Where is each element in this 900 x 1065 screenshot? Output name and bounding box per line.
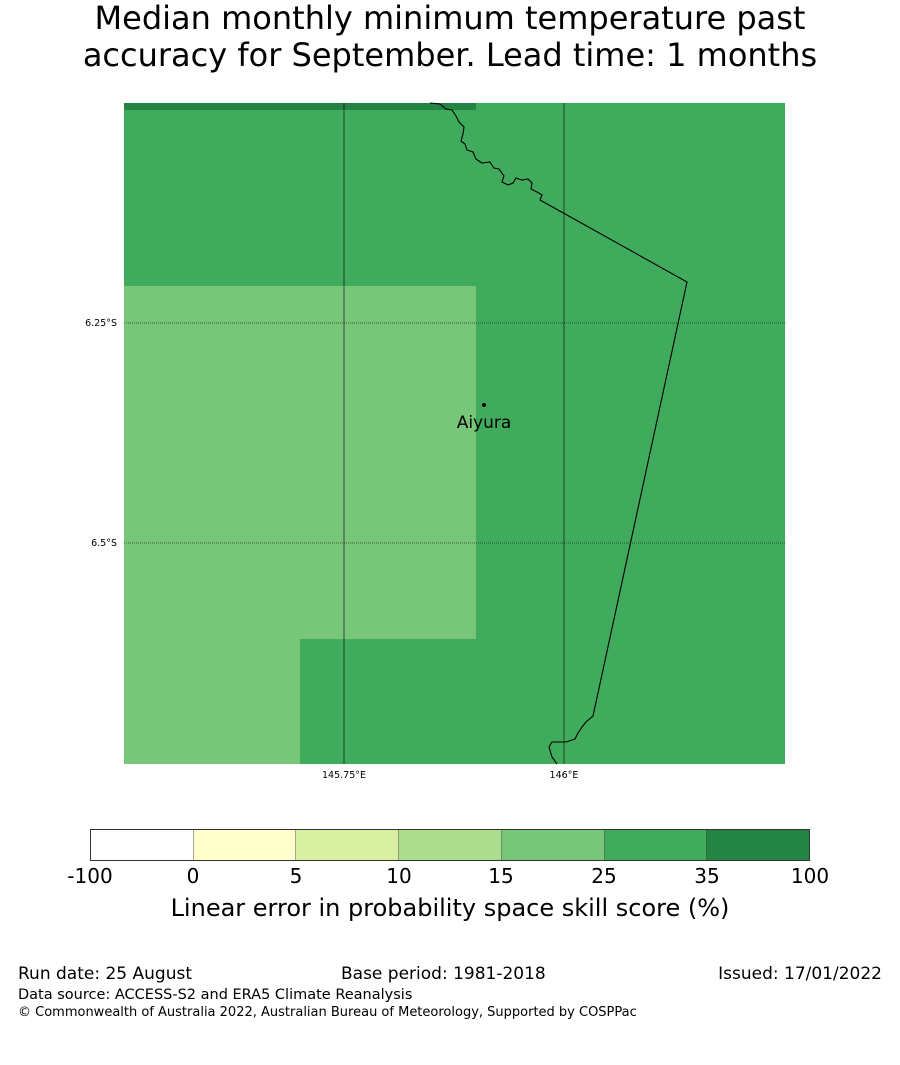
colorbar-tick: 10 bbox=[386, 864, 412, 888]
base-period: Base period: 1981-2018 bbox=[341, 964, 546, 984]
colorbar-tick: 0 bbox=[186, 864, 200, 888]
colorbar-label: Linear error in probability space skill … bbox=[170, 894, 730, 922]
grid-cell-35-100 bbox=[124, 103, 476, 110]
colorbar-tick: 5 bbox=[289, 864, 303, 888]
colorbar-tick: 35 bbox=[694, 864, 720, 888]
lat-label-65: 6.5°S bbox=[91, 538, 117, 549]
grid-cell-15-25 bbox=[124, 286, 476, 639]
town-dot bbox=[482, 403, 486, 407]
colorbar-segment bbox=[399, 830, 502, 860]
colorbar-segment bbox=[296, 830, 400, 860]
colorbar-segment bbox=[91, 830, 194, 860]
axis-labels: 6.25°S 6.5°S 145.75°E 146°E bbox=[85, 318, 578, 781]
town-marker: Aiyura bbox=[457, 403, 512, 433]
town-label: Aiyura bbox=[457, 413, 512, 433]
grid-cell-15-25 bbox=[124, 639, 300, 764]
run-date: Run date: 25 August bbox=[18, 964, 192, 984]
skill-grid bbox=[124, 103, 785, 764]
issued-date: Issued: 17/01/2022 bbox=[718, 964, 882, 984]
lon-label-14575: 145.75°E bbox=[322, 770, 366, 781]
lat-label-625: 6.25°S bbox=[85, 318, 117, 329]
colorbar-tick: 15 bbox=[488, 864, 514, 888]
graticule bbox=[124, 103, 785, 764]
colorbar bbox=[90, 829, 810, 861]
border-line bbox=[429, 102, 688, 765]
data-source: Data source: ACCESS-S2 and ERA5 Climate … bbox=[18, 987, 413, 1003]
map-figure: Aiyura 6.25°S 6.5°S 145.75°E 146°E bbox=[85, 102, 785, 781]
copyright: © Commonwealth of Australia 2022, Austra… bbox=[18, 1005, 637, 1020]
colorbar-segment bbox=[604, 830, 708, 860]
colorbar-tick: 25 bbox=[591, 864, 617, 888]
colorbar-segment bbox=[707, 830, 810, 860]
lon-label-146: 146°E bbox=[550, 770, 579, 781]
title-line-1: Median monthly minimum temperature past bbox=[94, 0, 806, 37]
colorbar-tick: -100 bbox=[67, 864, 113, 888]
chart-title: Median monthly minimum temperature past … bbox=[0, 0, 900, 74]
colorbar-segment bbox=[501, 830, 605, 860]
colorbar-segment bbox=[193, 830, 297, 860]
colorbar-tick: 100 bbox=[790, 864, 830, 888]
grid-cell-25-35 bbox=[124, 110, 476, 286]
grid-cell-25-35 bbox=[476, 103, 785, 764]
title-line-2: accuracy for September. Lead time: 1 mon… bbox=[82, 36, 818, 74]
grid-cell-25-35 bbox=[300, 639, 476, 764]
